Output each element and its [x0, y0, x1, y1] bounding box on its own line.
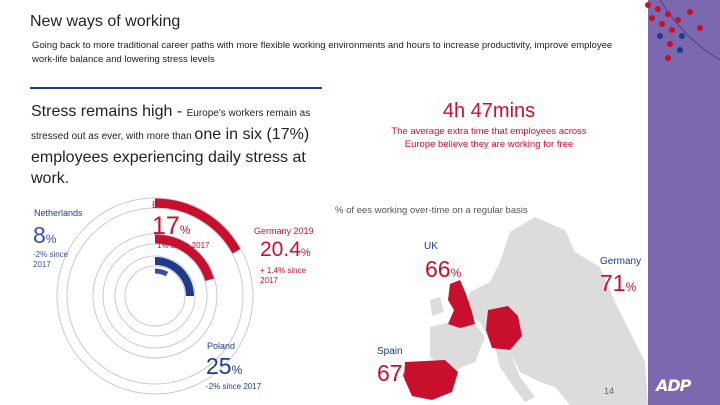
europe-landmass	[465, 217, 648, 405]
netherlands-value: 8%	[33, 222, 57, 248]
europe-arc	[154, 198, 241, 254]
poland-value: 25%	[206, 353, 243, 379]
europe-map	[404, 217, 648, 405]
germany-map-value: 71%	[600, 270, 637, 296]
ireland-shape	[430, 297, 444, 316]
spain-value: 67%	[377, 360, 414, 386]
overtime-stat: 4h 47mins	[442, 100, 536, 122]
adp-logo: ADP	[656, 376, 691, 395]
poland-label: Poland	[207, 341, 236, 351]
germany-ring-label: Germany 2019	[254, 226, 314, 236]
stress-paragraph: Stress remains high - Europe's workers r…	[31, 101, 321, 189]
netherlands-label: Netherlands	[34, 208, 83, 218]
uk-shape	[448, 280, 475, 328]
spain-shape	[404, 360, 458, 400]
stress-rings-graphic	[56, 197, 254, 395]
stress-lead-small: Europe's workers remain as stressed out …	[31, 108, 311, 142]
france-shape	[430, 317, 485, 372]
divider	[30, 87, 322, 89]
overtime-description: The average extra time that employees ac…	[391, 126, 587, 150]
germany-ring-note: + 1.4% since 2017	[260, 266, 307, 285]
germany-arc	[154, 234, 214, 282]
spain-label: Spain	[377, 346, 403, 357]
germany-ring-value: 20.4%	[260, 238, 311, 261]
europe-label: Europe	[152, 200, 182, 210]
stress-lead-large: Stress remains high -	[31, 103, 187, 120]
netherlands-arc	[154, 268, 169, 277]
uk-label: UK	[424, 241, 438, 252]
brand-sidebar	[648, 0, 720, 405]
netherlands-note: -2% since 2017	[33, 250, 69, 269]
germany-shape	[486, 306, 522, 350]
slide-title: New ways of working	[30, 13, 181, 30]
europe-note: 1% since 2017	[157, 241, 210, 250]
europe-value: 17%	[152, 212, 191, 240]
decorative-dots	[645, 0, 720, 61]
slide-subtitle: Going back to more traditional career pa…	[32, 40, 613, 65]
ring-tracks	[56, 197, 254, 395]
uk-value: 66%	[425, 256, 462, 282]
stress-rest-large: one in six (17%) employees experiencing …	[31, 126, 310, 187]
italy-shape	[495, 347, 535, 402]
poland-note: -2% since 2017	[206, 382, 262, 391]
page-number: 14	[604, 386, 615, 396]
map-caption: % of ees working over-time on a regular …	[335, 205, 528, 216]
germany-map-label: Germany	[600, 256, 642, 267]
poland-arc	[154, 257, 194, 297]
